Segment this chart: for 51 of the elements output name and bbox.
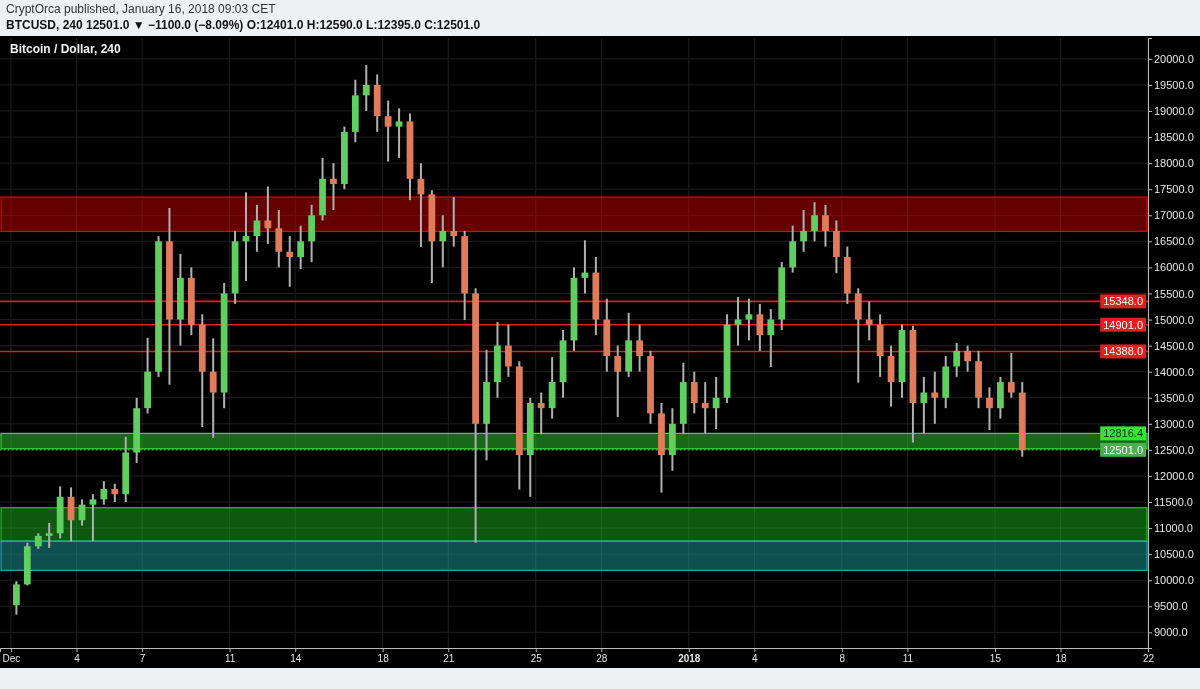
y-tick-label: 14500.0 xyxy=(1154,339,1194,352)
y-tick-label: 13000.0 xyxy=(1154,417,1194,430)
y-tick-label: 20000.0 xyxy=(1154,52,1194,65)
x-tick-label: 4 xyxy=(752,653,759,665)
y-tick-label: 10000.0 xyxy=(1154,574,1194,587)
y-tick-label: 16500.0 xyxy=(1154,235,1194,248)
candlestick xyxy=(701,382,709,434)
chart-subtitle: BTCUSD, 240 12501.0 ▼ −1100.0 (−8.09%) O:12401.0 H:12590.0 L:12395.0 C:12501.0 xyxy=(6,18,481,32)
y-tick-label: 13500.0 xyxy=(1154,391,1194,404)
y-tick-label: 14000.0 xyxy=(1154,365,1194,378)
x-tick-label: 7 xyxy=(139,653,146,665)
ref-line-label: 14388.0 xyxy=(1103,345,1143,358)
y-tick-label: 17500.0 xyxy=(1154,183,1194,196)
y-tick-label: 9000.0 xyxy=(1154,626,1188,639)
y-tick-label: 16000.0 xyxy=(1154,261,1194,274)
x-tick-label: Dec xyxy=(2,653,21,665)
y-tick-label: 19500.0 xyxy=(1154,78,1194,91)
y-tick-label: 12000.0 xyxy=(1154,469,1194,482)
band-label: 12816.4 xyxy=(1103,427,1143,440)
x-tick-label: 2018 xyxy=(678,653,701,665)
x-tick-label: 15 xyxy=(989,653,1002,665)
y-tick-label: 19000.0 xyxy=(1154,105,1194,118)
y-tick-label: 11000.0 xyxy=(1154,522,1193,535)
candlestick xyxy=(286,236,294,287)
x-tick-label: 4 xyxy=(74,653,81,665)
candlestick xyxy=(931,371,939,424)
y-tick-label: 18500.0 xyxy=(1154,131,1194,144)
text: CryptOrca published, January 16, 2018 09:03 CET xyxy=(6,2,277,16)
y-tick-label: 10500.0 xyxy=(1154,548,1194,561)
ref-line-label: 12501.0 xyxy=(1103,443,1143,456)
y-tick-label: 15000.0 xyxy=(1154,313,1194,326)
y-tick-label: 9500.0 xyxy=(1154,600,1188,613)
x-tick-label: 11 xyxy=(224,653,236,665)
ref-line-label: 14901.0 xyxy=(1103,318,1143,331)
ref-line-label: 15348.0 xyxy=(1103,295,1143,308)
x-tick-label: 8 xyxy=(839,653,846,665)
x-tick-label: 14 xyxy=(290,653,302,665)
candlestick xyxy=(450,197,458,247)
x-tick-label: 18 xyxy=(1055,653,1068,665)
chart-title: Bitcoin / Dollar, 240 xyxy=(10,42,122,56)
y-tick-label: 17000.0 xyxy=(1154,209,1194,222)
x-tick-label: 25 xyxy=(530,653,543,665)
y-tick-label: 15500.0 xyxy=(1154,287,1194,300)
x-tick-label: 21 xyxy=(443,653,455,665)
y-tick-label: 12500.0 xyxy=(1154,443,1194,456)
x-tick-label: 11 xyxy=(902,653,914,665)
x-tick-label: 22 xyxy=(1142,653,1155,665)
y-tick-label: 11500.0 xyxy=(1154,496,1193,509)
x-tick-label: 28 xyxy=(596,653,608,665)
x-tick-label: 18 xyxy=(377,653,390,665)
y-tick-label: 18000.0 xyxy=(1154,157,1194,170)
